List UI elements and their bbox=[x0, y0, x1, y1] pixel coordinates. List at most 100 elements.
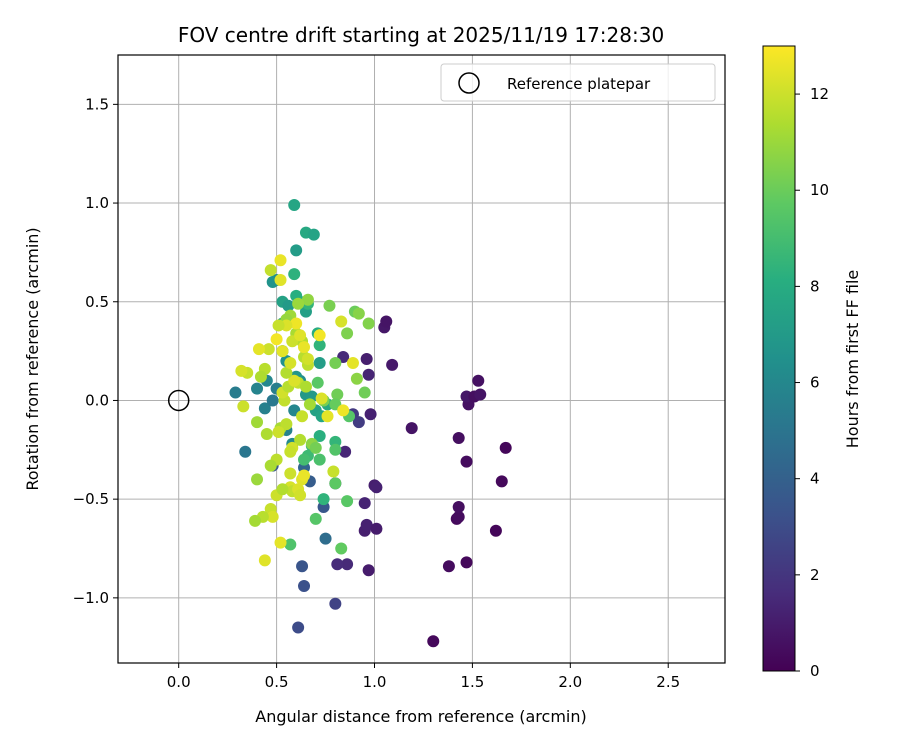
data-point bbox=[254, 370, 267, 383]
data-point bbox=[303, 398, 316, 411]
y-tick-label: −1.0 bbox=[73, 589, 109, 607]
data-point bbox=[284, 445, 297, 458]
data-point bbox=[272, 319, 285, 332]
data-point bbox=[270, 333, 283, 346]
data-point bbox=[298, 580, 311, 593]
data-point bbox=[341, 495, 354, 508]
data-point bbox=[296, 410, 309, 423]
colorbar-gradient bbox=[762, 45, 796, 672]
data-point bbox=[442, 560, 455, 573]
x-tick-label: 0.0 bbox=[167, 673, 191, 691]
data-point bbox=[495, 475, 508, 488]
data-point bbox=[284, 356, 297, 369]
data-point bbox=[274, 254, 287, 267]
data-point bbox=[360, 353, 373, 365]
data-point bbox=[292, 621, 305, 634]
colorbar-label: Hours from first FF file bbox=[843, 270, 862, 449]
data-point bbox=[258, 402, 271, 415]
data-point bbox=[460, 556, 473, 569]
data-point bbox=[266, 510, 279, 523]
data-point bbox=[313, 453, 326, 466]
data-point bbox=[258, 554, 271, 567]
data-point bbox=[264, 459, 277, 472]
data-point bbox=[252, 343, 265, 356]
data-point bbox=[460, 455, 473, 468]
colorbar-tick-label: 8 bbox=[810, 277, 820, 295]
data-point bbox=[319, 532, 332, 545]
data-point bbox=[229, 386, 242, 399]
x-axis-label: Angular distance from reference (arcmin) bbox=[255, 707, 586, 726]
data-point bbox=[323, 299, 336, 312]
data-point bbox=[290, 317, 303, 330]
data-point bbox=[276, 483, 289, 496]
data-point bbox=[251, 382, 264, 395]
y-tick-label: −0.5 bbox=[73, 490, 109, 508]
data-point bbox=[266, 394, 279, 407]
data-point bbox=[339, 445, 352, 458]
data-point bbox=[346, 356, 359, 369]
data-point bbox=[362, 317, 375, 330]
data-point bbox=[313, 329, 326, 342]
data-point bbox=[352, 416, 365, 429]
colorbar-ticks: 0 2 4 6 8 10 12 bbox=[795, 85, 829, 680]
data-point bbox=[294, 489, 307, 502]
y-tick-label: 1.0 bbox=[85, 194, 109, 212]
data-point bbox=[262, 343, 275, 356]
y-tick-label: 1.5 bbox=[85, 95, 109, 113]
data-point bbox=[331, 558, 344, 571]
data-point bbox=[299, 380, 312, 393]
data-point bbox=[251, 473, 264, 486]
data-point bbox=[284, 467, 297, 480]
data-point bbox=[237, 400, 250, 413]
data-point bbox=[337, 404, 350, 417]
data-point bbox=[386, 358, 399, 371]
legend-box bbox=[440, 63, 716, 102]
data-point bbox=[317, 493, 330, 506]
data-point bbox=[301, 353, 314, 365]
data-point bbox=[405, 422, 418, 435]
x-tick-label: 0.5 bbox=[265, 673, 289, 691]
data-point bbox=[294, 433, 307, 446]
y-tick-label: 0.5 bbox=[85, 293, 109, 311]
data-point bbox=[264, 264, 277, 277]
data-point bbox=[313, 429, 326, 442]
data-point bbox=[288, 199, 301, 212]
data-point bbox=[298, 341, 311, 354]
plot-frame bbox=[117, 54, 726, 664]
data-point bbox=[329, 443, 342, 456]
data-point bbox=[362, 564, 375, 577]
data-point bbox=[280, 418, 293, 431]
data-point bbox=[350, 372, 363, 385]
x-tick-label: 1.0 bbox=[363, 673, 387, 691]
data-point bbox=[284, 538, 297, 551]
data-point bbox=[370, 481, 383, 494]
colorbar-tick-label: 4 bbox=[810, 470, 820, 488]
data-point bbox=[358, 497, 371, 510]
colorbar-tick-label: 12 bbox=[810, 85, 829, 103]
data-point bbox=[313, 356, 326, 369]
data-point bbox=[452, 510, 465, 523]
data-point bbox=[282, 299, 295, 312]
data-point bbox=[311, 376, 324, 389]
data-point bbox=[235, 364, 248, 377]
data-point bbox=[362, 368, 375, 381]
data-point bbox=[294, 329, 307, 342]
data-point bbox=[280, 366, 293, 379]
data-point bbox=[249, 514, 262, 527]
colorbar-tick-label: 6 bbox=[810, 374, 820, 392]
data-point bbox=[329, 477, 342, 490]
grid bbox=[118, 55, 725, 663]
x-tick-label: 2.0 bbox=[558, 673, 582, 691]
data-point bbox=[358, 386, 371, 399]
data-point bbox=[329, 597, 342, 610]
data-point bbox=[296, 560, 309, 573]
data-point bbox=[288, 268, 301, 281]
data-point bbox=[331, 388, 344, 401]
data-point bbox=[321, 410, 334, 423]
data-point bbox=[360, 518, 373, 531]
data-point bbox=[290, 244, 303, 257]
data-point bbox=[380, 315, 393, 328]
colorbar-tick-label: 0 bbox=[810, 662, 820, 680]
data-point bbox=[313, 339, 326, 352]
x-axis-ticks: 0.0 0.5 1.0 1.5 2.0 2.5 bbox=[167, 663, 680, 691]
